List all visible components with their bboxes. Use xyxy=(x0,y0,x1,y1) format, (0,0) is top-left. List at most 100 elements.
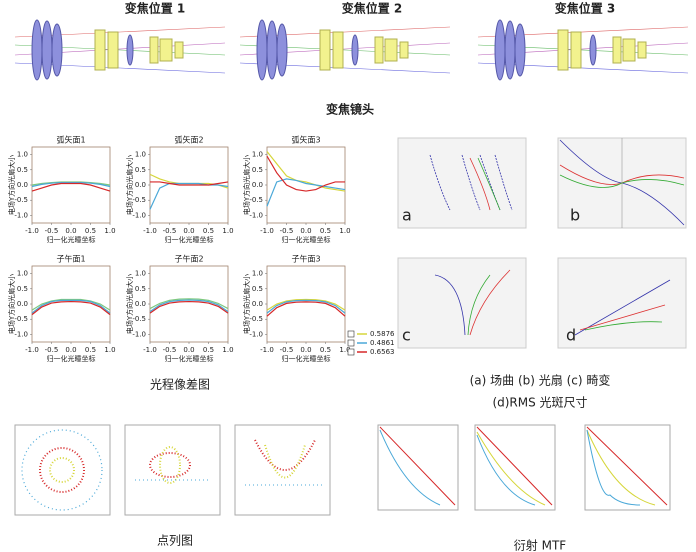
x-tick-label: 1.0 xyxy=(104,346,115,354)
y-tick-label: 0.0 xyxy=(17,181,28,189)
y-tick-label: 1.0 xyxy=(135,151,146,159)
y-tick-label: 0.5 xyxy=(17,166,28,174)
x-axis-label: 归一化光瞳坐标 xyxy=(47,235,96,244)
series-line xyxy=(31,181,111,188)
x-tick-label: 0.5 xyxy=(203,227,214,235)
zoom-title: 变焦位置 1 xyxy=(125,1,186,16)
x-tick-label: 0.5 xyxy=(85,227,96,235)
x-tick-label: -0.5 xyxy=(280,346,294,354)
y-tick-label: 0.5 xyxy=(252,285,263,293)
x-tick-label: 1.0 xyxy=(104,227,115,235)
y-tick-label: 0.5 xyxy=(135,166,146,174)
x-tick-label: 1.0 xyxy=(339,227,350,235)
x-tick-label: -1.0 xyxy=(143,346,157,354)
legend-label: 0.4861 xyxy=(370,339,395,347)
y-tick-label: 0.5 xyxy=(252,166,263,174)
field-curvature-panel xyxy=(397,137,527,229)
series-line xyxy=(149,182,229,210)
legend-icon xyxy=(347,330,355,338)
ray-fan-panel xyxy=(557,137,687,229)
caption: 变焦镜头 xyxy=(326,102,374,117)
y-tick-label: 0.0 xyxy=(17,300,28,308)
y-tick-label: -0.5 xyxy=(132,196,146,204)
y-tick-label: 1.0 xyxy=(17,270,28,278)
lens-drawing xyxy=(14,19,226,81)
x-axis-label: 归一化光瞳坐标 xyxy=(165,354,214,363)
y-tick-label: -1.0 xyxy=(132,211,146,219)
y-tick-label: 1.0 xyxy=(135,270,146,278)
y-axis-label: 电场Y方向光扇大小 xyxy=(125,155,134,215)
spot-diagram xyxy=(14,424,331,516)
lens-drawing xyxy=(477,19,689,81)
y-tick-label: -0.5 xyxy=(132,315,146,323)
plot-title: 弧矢面1 xyxy=(56,135,85,145)
zoom-title: 变焦位置 2 xyxy=(342,1,403,16)
y-tick-label: 0.5 xyxy=(17,285,28,293)
x-tick-label: 1.0 xyxy=(222,346,233,354)
caption: 衍射 MTF xyxy=(514,538,566,552)
rms-spot-panel xyxy=(557,257,687,349)
series-line xyxy=(31,300,111,316)
panel-letter: d xyxy=(566,326,576,345)
x-tick-label: -0.5 xyxy=(163,346,177,354)
x-tick-label: 0.0 xyxy=(300,346,311,354)
panel-letter: b xyxy=(570,206,580,225)
series-line xyxy=(266,155,345,192)
x-tick-label: 0.5 xyxy=(320,227,331,235)
caption: (d)RMS 光斑尺寸 xyxy=(492,396,587,410)
series-line xyxy=(150,181,229,186)
x-axis-label: 归一化光瞳坐标 xyxy=(47,354,96,363)
x-tick-label: 0.0 xyxy=(183,346,194,354)
x-tick-label: 1.0 xyxy=(222,227,233,235)
series-line xyxy=(266,298,346,311)
series-line xyxy=(31,182,111,192)
series-line xyxy=(266,151,346,192)
caption: 光程像差图 xyxy=(150,377,210,392)
series-line xyxy=(149,300,229,314)
caption: 点列图 xyxy=(157,534,193,548)
y-tick-label: 0.0 xyxy=(252,181,263,189)
plot-frame xyxy=(266,146,346,224)
plot-title: 弧矢面3 xyxy=(291,135,320,145)
x-tick-label: 0.5 xyxy=(203,346,214,354)
x-tick-label: -1.0 xyxy=(143,227,157,235)
y-tick-label: 1.0 xyxy=(252,270,263,278)
x-tick-label: -1.0 xyxy=(260,346,274,354)
y-tick-label: 0.0 xyxy=(252,300,263,308)
x-tick-label: -1.0 xyxy=(25,346,39,354)
series-line xyxy=(266,178,346,207)
y-axis-label: 电场Y方向光扇大小 xyxy=(7,274,16,334)
x-tick-label: 0.0 xyxy=(65,346,76,354)
series-line xyxy=(31,299,111,314)
series-line xyxy=(31,181,111,186)
legend-label: 0.6563 xyxy=(370,348,395,356)
y-tick-label: -0.5 xyxy=(249,196,263,204)
y-tick-label: -1.0 xyxy=(249,330,263,338)
x-tick-label: -0.5 xyxy=(280,227,294,235)
y-tick-label: 0.0 xyxy=(135,181,146,189)
plot-frame xyxy=(31,146,111,224)
y-axis-label: 电场Y方向光扇大小 xyxy=(125,274,134,334)
distortion-panel xyxy=(397,257,527,349)
y-axis-label: 电场Y方向光扇大小 xyxy=(7,155,16,215)
lens-drawing xyxy=(239,19,451,81)
plot-title: 弧矢面2 xyxy=(174,135,203,145)
y-tick-label: 0.5 xyxy=(135,285,146,293)
legend-label: 0.5876 xyxy=(370,330,395,338)
x-tick-label: 0.0 xyxy=(183,227,194,235)
y-tick-label: 0.0 xyxy=(135,300,146,308)
caption: (a) 场曲 (b) 光扇 (c) 畸变 xyxy=(470,373,611,388)
y-axis-label: 电场Y方向光扇大小 xyxy=(242,155,251,215)
series-line xyxy=(266,301,346,317)
x-tick-label: 0.0 xyxy=(300,227,311,235)
x-tick-label: 0.5 xyxy=(85,346,96,354)
x-tick-label: -0.5 xyxy=(163,227,177,235)
legend-icon xyxy=(347,339,355,347)
plot-title: 子午面3 xyxy=(291,254,320,264)
x-tick-label: -1.0 xyxy=(260,227,274,235)
panel-letter: c xyxy=(402,326,411,345)
panel-letter: a xyxy=(402,206,412,225)
plot-title: 子午面1 xyxy=(56,254,85,264)
y-tick-label: 1.0 xyxy=(252,151,263,159)
